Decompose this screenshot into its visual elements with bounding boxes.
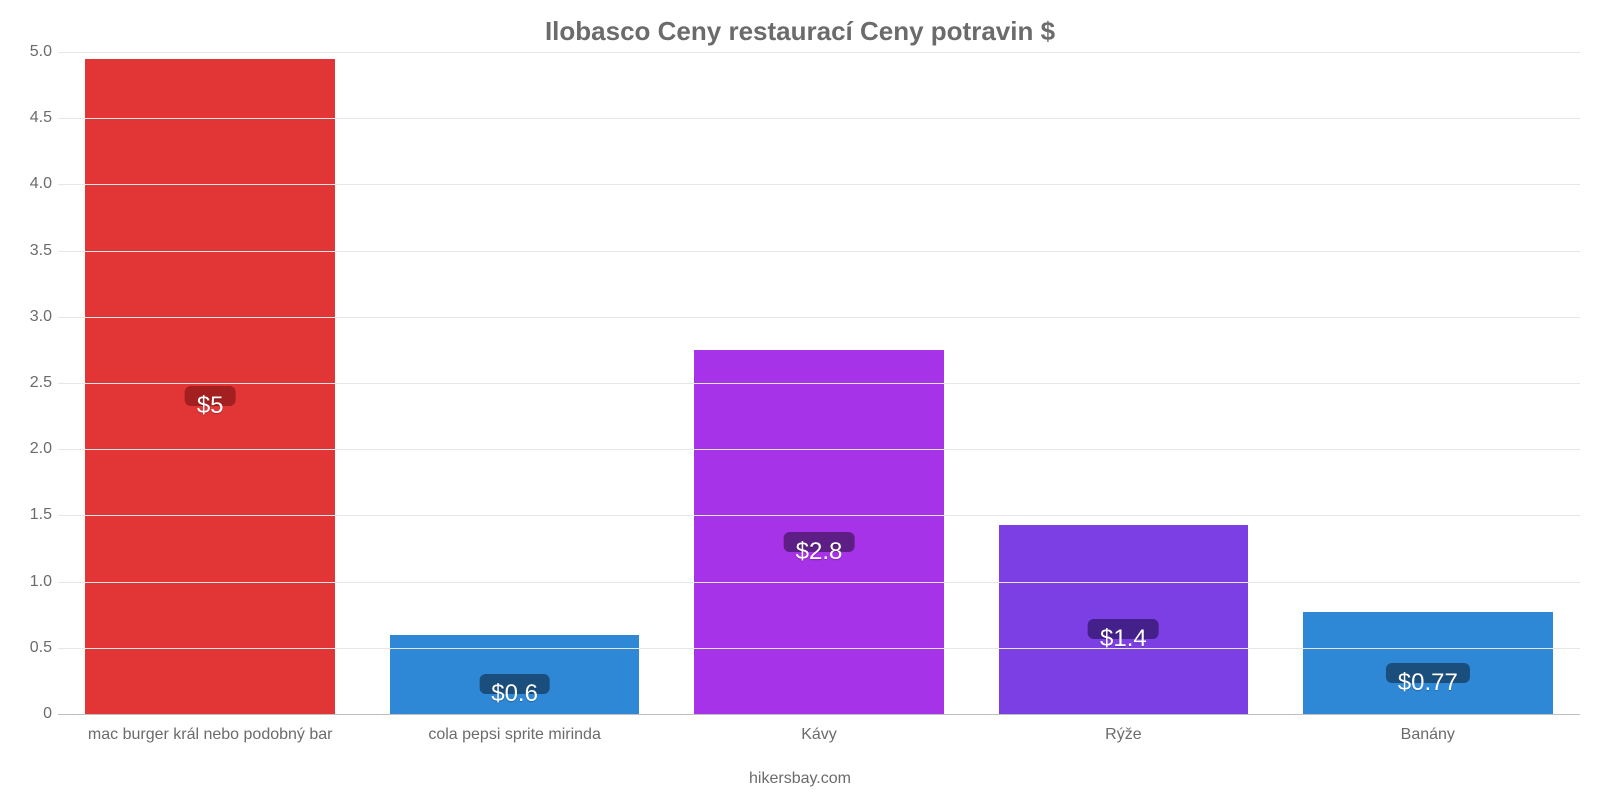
bar-value-badge: $0.77 — [1386, 663, 1470, 683]
bar: $0.6 — [390, 635, 640, 714]
grid-line — [58, 582, 1580, 583]
chart-caption: hikersbay.com — [0, 770, 1600, 788]
plot-area: $5$0.6$2.8$1.4$0.77 00.51.01.52.02.53.03… — [58, 52, 1580, 714]
grid-line — [58, 184, 1580, 185]
grid-line — [58, 52, 1580, 53]
grid-line — [58, 515, 1580, 516]
price-chart: Ilobasco Ceny restaurací Ceny potravin $… — [0, 0, 1600, 800]
x-tick-label: Banány — [1401, 726, 1455, 744]
grid-line — [58, 449, 1580, 450]
bar: $0.77 — [1303, 612, 1553, 714]
y-tick-label: 0 — [12, 705, 52, 723]
x-tick-label: mac burger král nebo podobný bar — [88, 726, 333, 744]
bar: $1.4 — [999, 525, 1249, 714]
y-tick-label: 2.5 — [12, 374, 52, 392]
bar-value-badge: $1.4 — [1088, 619, 1159, 639]
grid-line — [58, 251, 1580, 252]
grid-line — [58, 383, 1580, 384]
bar-value-badge: $5 — [185, 386, 236, 406]
y-tick-label: 4.5 — [12, 109, 52, 127]
y-tick-label: 1.0 — [12, 573, 52, 591]
bar-value-badge: $0.6 — [479, 674, 550, 694]
y-tick-label: 3.0 — [12, 308, 52, 326]
grid-line — [58, 317, 1580, 318]
grid-line — [58, 118, 1580, 119]
y-tick-label: 3.5 — [12, 242, 52, 260]
x-tick-label: Rýže — [1105, 726, 1141, 744]
x-axis-line — [58, 714, 1580, 715]
grid-line — [58, 648, 1580, 649]
x-tick-label: Kávy — [801, 726, 837, 744]
bar: $5 — [85, 59, 335, 714]
y-tick-label: 5.0 — [12, 43, 52, 61]
y-tick-label: 1.5 — [12, 506, 52, 524]
bar: $2.8 — [694, 350, 944, 714]
x-tick-label: cola pepsi sprite mirinda — [428, 726, 601, 744]
chart-title: Ilobasco Ceny restaurací Ceny potravin $ — [0, 16, 1600, 47]
bar-value-badge: $2.8 — [784, 532, 855, 552]
y-tick-label: 4.0 — [12, 175, 52, 193]
y-tick-label: 0.5 — [12, 639, 52, 657]
y-tick-label: 2.0 — [12, 440, 52, 458]
